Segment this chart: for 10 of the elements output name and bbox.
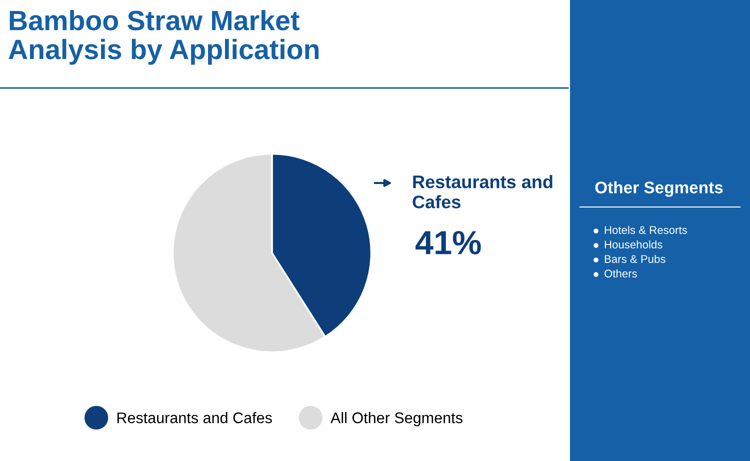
category-label: Restaurants and Cafes [117,412,272,424]
text: Hotels & Resorts [604,226,687,234]
text: Other Segments [595,181,723,197]
legend-label: Restaurants and Cafes [412,175,552,208]
text: Others [604,269,637,278]
text: Households [604,240,662,248]
data-label: 41% [416,230,481,254]
chart-title: Bamboo Straw Market Analysis by Application [8,10,319,65]
legend-label: All Other Segments [330,412,462,426]
text: Bars & Pubs [604,254,666,263]
